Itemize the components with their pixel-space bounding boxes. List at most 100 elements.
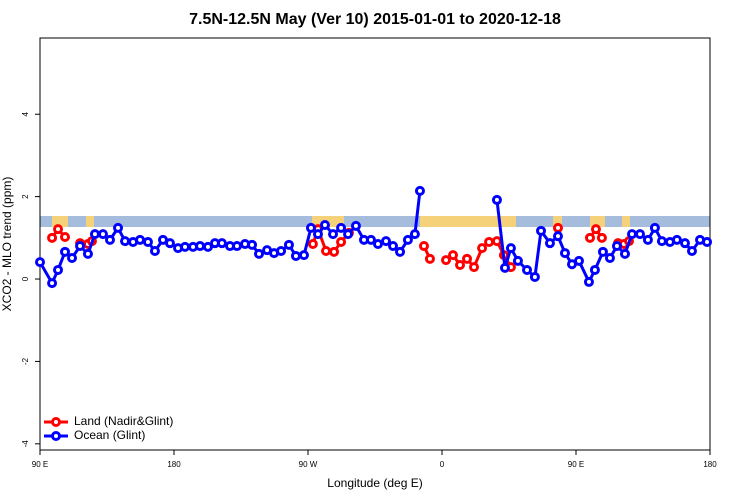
land-band	[553, 216, 562, 227]
point	[552, 222, 563, 233]
point	[455, 260, 466, 271]
point	[544, 238, 555, 249]
ocean-band	[40, 216, 710, 227]
point	[247, 239, 258, 250]
point	[135, 234, 146, 245]
point	[202, 241, 213, 252]
point	[418, 241, 429, 252]
point	[686, 246, 697, 257]
point	[441, 255, 452, 266]
y-tick-label: 0	[21, 276, 30, 281]
legend-marker	[51, 431, 61, 441]
point	[702, 236, 713, 247]
point	[113, 222, 124, 233]
point	[35, 257, 45, 268]
point	[305, 222, 316, 233]
point	[642, 234, 653, 245]
point	[484, 236, 495, 247]
point	[290, 250, 301, 261]
point	[584, 232, 595, 243]
point	[505, 243, 516, 254]
point	[573, 255, 584, 266]
point	[47, 232, 58, 243]
point	[120, 236, 131, 247]
point	[283, 239, 294, 250]
chart-title: 7.5N-12.5N May (Ver 10) 2015-01-01 to 20…	[189, 11, 561, 28]
x-tick-label: 180	[167, 460, 181, 469]
point	[491, 194, 502, 205]
point	[679, 238, 690, 249]
point	[559, 248, 570, 259]
point	[276, 246, 287, 257]
point	[381, 236, 392, 247]
point	[216, 238, 227, 249]
point	[254, 248, 265, 259]
point	[343, 229, 354, 240]
point	[195, 241, 206, 252]
point	[536, 225, 547, 236]
x-tick-label: 0	[440, 460, 445, 469]
land-band	[622, 216, 630, 227]
point	[656, 236, 667, 247]
point	[67, 253, 78, 264]
point	[142, 236, 153, 247]
x-tick-label: 180	[703, 460, 717, 469]
y-tick-label: -2	[21, 357, 30, 365]
point	[649, 222, 660, 233]
point	[469, 262, 480, 273]
point	[336, 236, 347, 247]
point	[671, 234, 682, 245]
point	[312, 229, 323, 240]
point	[60, 231, 71, 242]
point	[97, 229, 108, 240]
y-axis-label: XCO2 - MLO trend (ppm)	[0, 177, 14, 312]
point	[53, 264, 64, 275]
point	[307, 239, 318, 249]
land-band	[52, 216, 68, 227]
legend-label: Ocean (Glint)	[74, 428, 145, 442]
point	[350, 220, 361, 231]
point	[604, 253, 615, 264]
point	[402, 234, 413, 245]
point	[424, 253, 435, 264]
surface-band	[40, 216, 710, 227]
point	[180, 241, 191, 252]
point	[336, 222, 347, 233]
point	[626, 229, 637, 240]
point	[328, 229, 339, 240]
x-tick-label: 90 E	[32, 460, 48, 469]
y-tick-label: 2	[21, 194, 30, 199]
point	[321, 246, 332, 257]
x-tick-label: 90 E	[568, 460, 584, 469]
point	[635, 229, 646, 240]
point	[619, 248, 630, 259]
x-axis-label: Longitude (deg E)	[327, 476, 422, 490]
point	[53, 224, 64, 235]
point	[477, 243, 488, 254]
point	[596, 232, 607, 243]
point	[611, 241, 622, 252]
point	[329, 246, 340, 257]
point	[104, 234, 115, 245]
y-tick-label: -4	[21, 440, 30, 448]
point	[365, 234, 376, 245]
point	[164, 238, 175, 249]
point	[583, 276, 594, 287]
land-band	[590, 216, 605, 227]
point	[491, 236, 502, 247]
point	[47, 278, 58, 289]
point	[89, 229, 100, 240]
point	[409, 229, 420, 240]
point	[414, 185, 425, 196]
point	[448, 250, 459, 261]
legend-marker	[51, 417, 61, 427]
point	[462, 253, 473, 264]
point	[552, 231, 563, 242]
point	[82, 248, 93, 259]
point	[149, 246, 160, 257]
point	[512, 255, 523, 266]
x-tick-label: 90 W	[299, 460, 318, 469]
land-band	[420, 216, 516, 227]
point	[395, 246, 406, 257]
